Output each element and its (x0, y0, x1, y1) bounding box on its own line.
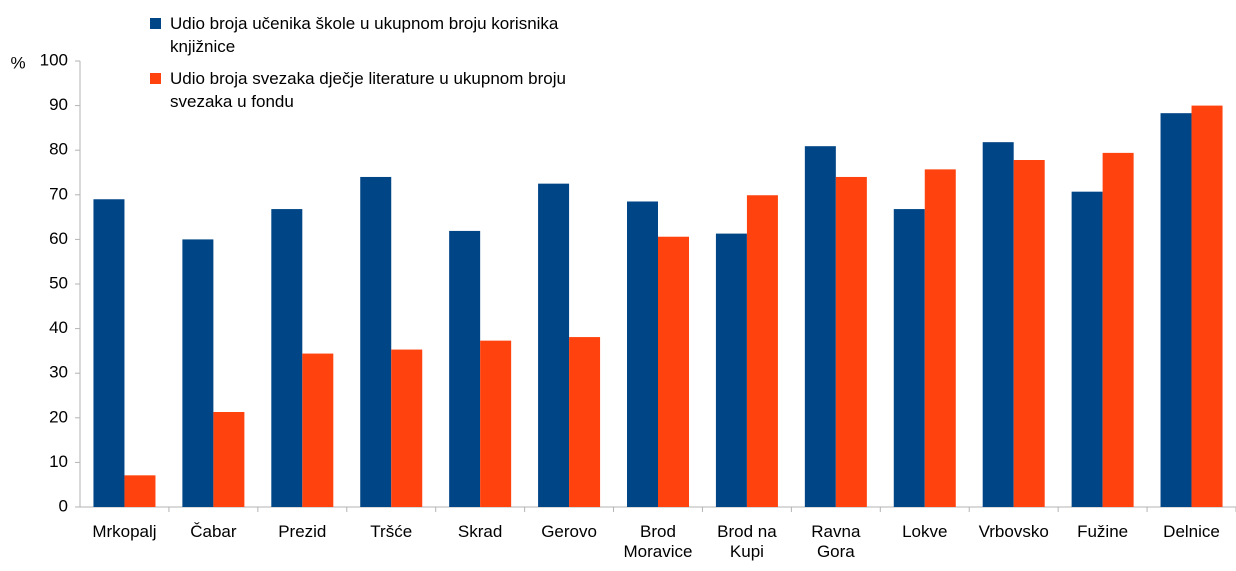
y-tick-label: 100 (40, 50, 68, 69)
y-axis-label: % (10, 53, 25, 72)
bar (835, 176, 867, 507)
bar (271, 209, 303, 507)
x-tick-label: Čabar (190, 522, 237, 541)
bar (1191, 105, 1223, 507)
y-tick-label: 60 (49, 229, 68, 248)
bar (627, 201, 658, 508)
y-tick-label: 0 (59, 496, 68, 515)
x-tick-label: Brod na Kupi (717, 522, 777, 561)
bar (213, 412, 245, 507)
legend-label: Udio broja svezaka dječje literature u u… (170, 69, 566, 111)
bar (182, 239, 214, 507)
y-tick-label: 90 (49, 95, 68, 114)
x-tick-label: Gerovo (541, 522, 597, 541)
bar (658, 236, 689, 507)
y-tick-label: 50 (49, 273, 68, 292)
bar (1013, 160, 1045, 507)
x-tick-label: Fužine (1077, 522, 1129, 541)
y-tick-label: 10 (49, 452, 68, 471)
legend-swatch (150, 73, 161, 84)
bar (746, 195, 778, 507)
bar (1071, 191, 1103, 508)
bar (924, 169, 956, 508)
bar (302, 353, 334, 507)
y-tick-label: 40 (49, 318, 68, 337)
bar (124, 475, 156, 507)
x-tick-label: Vrbovsko (978, 522, 1049, 541)
bar (538, 183, 570, 507)
bar (360, 176, 392, 507)
bar (93, 199, 125, 507)
y-tick-label: 70 (49, 184, 68, 203)
x-tick-label: Delnice (1163, 522, 1220, 541)
x-tick-label: Brod Moravice (623, 522, 693, 561)
bar (449, 230, 481, 507)
bar (982, 142, 1014, 507)
bar (804, 146, 836, 507)
bar (391, 349, 423, 507)
y-tick-label: 80 (49, 140, 68, 159)
x-tick-label: Ravna Gora (811, 522, 861, 561)
x-tick-label: Prezid (278, 522, 327, 541)
x-tick-label: Lokve (902, 522, 948, 541)
legend-label: Udio broja učenika škole u ukupnom broju… (170, 14, 559, 56)
bar (569, 337, 601, 507)
bar (1160, 113, 1192, 507)
bar (715, 233, 747, 508)
y-tick-label: 30 (49, 363, 68, 382)
bar (893, 209, 925, 507)
x-tick-label: Skrad (457, 522, 503, 541)
bar (1102, 152, 1134, 507)
bar (480, 340, 512, 507)
legend-swatch (150, 18, 161, 29)
x-tick-label: Tršće (370, 522, 413, 541)
y-tick-label: 20 (49, 407, 68, 426)
x-tick-label: Mrkopalj (92, 522, 157, 541)
